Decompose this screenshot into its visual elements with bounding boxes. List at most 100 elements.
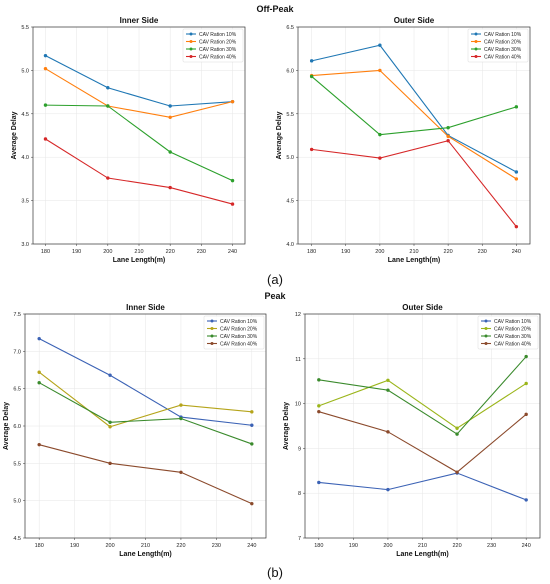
legend-marker — [210, 327, 214, 330]
data-point — [179, 416, 183, 421]
legend: CAV Ration 10%CAV Ration 20% CAV Ration 3… — [477, 315, 539, 350]
data-point — [43, 53, 48, 58]
legend-label: CAV Ration 30% — [220, 334, 258, 340]
series-line — [45, 138, 233, 205]
x-axis-label: Lane Length(m) — [113, 257, 166, 264]
data-point — [250, 442, 254, 446]
data-point — [108, 425, 112, 429]
data-point — [168, 115, 172, 119]
chart-peak-inner-side: 180 190 200 210 220 230 240 4.5 5.0 5.5 6.0 6.5 7.0 7… — [3, 303, 267, 558]
data-point — [514, 170, 519, 174]
legend-box — [203, 315, 265, 350]
legend-marker — [474, 55, 478, 58]
data-point — [37, 442, 41, 447]
data-point — [309, 59, 314, 63]
data-point — [230, 178, 235, 183]
x-tick-label: 200 — [375, 249, 384, 255]
data-point — [43, 103, 48, 107]
series-2 — [317, 378, 528, 430]
chart-title: Outer Side — [394, 16, 435, 25]
y-tick-label: 4.0 — [286, 242, 294, 248]
data-point — [108, 461, 112, 466]
data-point — [250, 410, 254, 414]
legend-box — [182, 28, 244, 63]
legend-box — [467, 28, 529, 63]
series-2 — [37, 370, 254, 429]
data-point — [230, 99, 235, 104]
data-point — [108, 373, 112, 377]
data-point — [386, 487, 390, 492]
y-tick-label: 5.5 — [13, 461, 21, 467]
y-tick-label: 5.0 — [286, 155, 294, 161]
y-tick-label: 3.0 — [21, 242, 29, 248]
data-point — [378, 132, 382, 137]
chart-off-peak-outer-side: 180 190 200 210 220 230 240 4.0 4.5 5.0 5.5 6.0 6.5 O… — [276, 16, 531, 264]
legend-marker — [189, 40, 193, 43]
caption-b: (b) — [267, 565, 283, 580]
series-4 — [309, 139, 519, 229]
y-tick-label: 4.5 — [21, 112, 29, 118]
legend-marker — [474, 47, 478, 51]
x-tick-label: 240 — [522, 543, 531, 549]
x-tick-label: 210 — [141, 543, 150, 549]
data-point — [317, 404, 321, 408]
caption-a: (a) — [267, 272, 283, 287]
y-tick-label: 7 — [298, 536, 301, 542]
data-point — [446, 139, 450, 143]
data-point — [524, 498, 528, 502]
x-tick-label: 230 — [478, 249, 487, 255]
legend-box — [477, 315, 539, 350]
x-tick-label: 210 — [134, 249, 143, 255]
y-tick-label: 5.5 — [21, 25, 29, 31]
x-tick-label: 220 — [452, 543, 461, 549]
data-point — [378, 43, 382, 47]
chart-title: Outer Side — [402, 303, 443, 312]
series-4 — [317, 409, 528, 474]
data-point — [386, 388, 390, 392]
data-point — [108, 420, 112, 424]
series-line — [39, 444, 253, 505]
series-2 — [309, 68, 519, 181]
y-tick-label: 4.5 — [286, 199, 294, 205]
y-axis-label: Average Delay — [283, 402, 290, 450]
data-point — [106, 104, 110, 108]
legend-label: CAV Ration 20% — [199, 39, 237, 45]
legend: CAV Ration 10%CAV Ration 20% CAV Ration 3… — [467, 28, 529, 63]
legend-marker — [474, 32, 478, 36]
group-title-peak: Peak — [264, 291, 286, 301]
x-tick-label: 190 — [72, 249, 81, 255]
y-tick-label: 5.0 — [13, 499, 21, 505]
series-line — [318, 411, 527, 473]
x-tick-label: 210 — [409, 249, 418, 255]
legend-marker — [484, 319, 488, 323]
legend-label: CAV Ration 20% — [220, 326, 258, 332]
x-tick-label: 230 — [487, 543, 496, 549]
y-tick-label: 4.5 — [13, 536, 21, 542]
data-point — [455, 426, 459, 430]
data-point — [37, 380, 41, 385]
y-tick-label: 8 — [298, 491, 301, 497]
x-axis-label: Lane Length(m) — [119, 551, 172, 558]
series-line — [318, 356, 527, 435]
x-axis-label: Lane Length(m) — [388, 257, 441, 264]
x-axis-label: Lane Length(m) — [396, 551, 449, 558]
x-tick-label: 180 — [35, 543, 44, 549]
legend-marker — [474, 40, 478, 43]
x-tick-label: 240 — [247, 543, 256, 549]
data-point — [106, 86, 110, 90]
legend-label: CAV Ration 10% — [484, 32, 522, 38]
series-line — [318, 472, 527, 501]
series-line — [311, 69, 517, 180]
x-tick-label: 200 — [105, 543, 114, 549]
data-point — [230, 202, 235, 206]
legend: CAV Ration 10%CAV Ration 20% CAV Ration 3… — [182, 28, 244, 63]
series-3 — [309, 74, 519, 137]
x-tick-label: 190 — [341, 249, 350, 255]
legend-label: CAV Ration 10% — [220, 319, 258, 325]
data-point — [446, 125, 450, 130]
data-point — [37, 370, 41, 374]
series-3 — [37, 380, 254, 446]
data-point — [455, 432, 459, 436]
chart-title: Inner Side — [120, 16, 159, 25]
